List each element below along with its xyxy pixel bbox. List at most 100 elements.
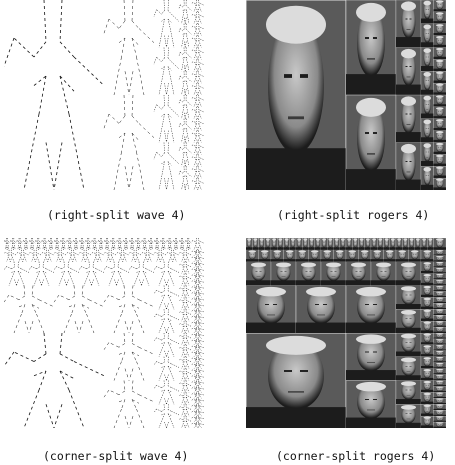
wave-stroke <box>72 258 74 262</box>
rogers-portrait-tile <box>283 238 290 251</box>
wave-stroke <box>191 262 193 265</box>
wave-stroke <box>29 240 32 242</box>
wave-stroke <box>114 245 116 250</box>
wave-stroke <box>86 266 90 270</box>
wave-stroke <box>36 245 38 250</box>
wave-stroke <box>161 242 164 244</box>
rogers-portrait-tile <box>289 238 297 251</box>
wave-stroke <box>183 325 185 329</box>
wave-stroke <box>196 420 198 423</box>
wave-stroke <box>131 37 137 58</box>
wave-stroke <box>197 68 199 72</box>
wave-stroke <box>78 266 82 271</box>
rogers-portrait-tile <box>420 320 434 334</box>
wave-stroke <box>131 351 137 362</box>
wave-stroke <box>63 246 65 250</box>
wave-stroke <box>153 104 157 112</box>
wave-stroke <box>198 52 201 54</box>
rogers-portrait-tile <box>420 261 434 274</box>
wave-stroke <box>117 245 119 250</box>
wave-stroke <box>186 292 190 298</box>
wave-stroke <box>4 37 15 67</box>
wave-tile <box>178 321 192 334</box>
wave-stroke <box>170 418 175 428</box>
wave-stroke <box>151 240 153 242</box>
wave-stroke <box>198 170 201 173</box>
wave-tile <box>191 106 204 119</box>
wave-stroke <box>141 252 143 255</box>
wave-stroke <box>193 413 197 417</box>
wave-tile <box>4 0 105 190</box>
rogers-portrait-tile <box>345 261 372 286</box>
wave-stroke <box>36 271 40 273</box>
rogers-portrait-tile <box>395 285 422 310</box>
wave-stroke <box>164 421 167 428</box>
wave-stroke <box>199 324 202 328</box>
wave-stroke <box>186 132 190 143</box>
wave-stroke <box>185 276 188 278</box>
wave-stroke <box>35 254 38 258</box>
wave-stroke <box>183 349 185 353</box>
wave-stroke <box>184 294 186 298</box>
wave-stroke <box>192 37 196 40</box>
wave-stroke <box>116 240 118 243</box>
wave-stroke <box>182 252 185 254</box>
wave-stroke <box>110 258 112 262</box>
wave-tile <box>41 249 55 262</box>
wave-stroke <box>8 254 10 258</box>
wave-stroke <box>196 307 198 310</box>
wave-stroke <box>193 425 197 428</box>
wave-stroke <box>185 104 188 107</box>
wave-tile <box>4 332 105 428</box>
wave-stroke <box>42 245 44 250</box>
wave-stroke <box>161 413 165 416</box>
rogers-portrait-tile <box>389 238 397 251</box>
wave-stroke <box>182 325 185 327</box>
wave-stroke <box>160 240 163 242</box>
wave-stroke <box>200 257 204 259</box>
wave-stroke <box>93 242 95 244</box>
wave-stroke <box>185 318 187 322</box>
wave-stroke <box>86 313 95 334</box>
wave-stroke <box>181 280 184 286</box>
rogers-portrait-tile <box>395 309 422 334</box>
wave-stroke <box>191 310 193 312</box>
wave-stroke <box>17 271 21 277</box>
wave-stroke <box>123 332 126 344</box>
wave-stroke <box>17 245 19 250</box>
wave-stroke <box>182 335 185 337</box>
wave-stroke <box>200 364 204 366</box>
rogers-portrait-tile <box>433 130 446 143</box>
wave-stroke <box>196 426 198 428</box>
wave-stroke <box>10 258 12 262</box>
wave-stroke <box>94 242 97 244</box>
wave-stroke <box>180 263 183 266</box>
wave-stroke <box>195 182 197 186</box>
rogers-portrait-tile <box>302 238 309 251</box>
wave-stroke <box>51 241 55 244</box>
wave-stroke <box>178 147 181 151</box>
wave-stroke <box>191 363 193 365</box>
wave-stroke <box>57 252 60 254</box>
wave-stroke <box>162 18 165 29</box>
wave-stroke <box>182 76 185 79</box>
wave-stroke <box>153 56 157 65</box>
wave-stroke <box>185 128 188 134</box>
wave-stroke <box>178 263 181 267</box>
wave-stroke <box>185 56 188 60</box>
rogers-portrait-tile <box>420 332 434 346</box>
wave-stroke <box>185 9 188 15</box>
wave-tile <box>178 344 192 357</box>
wave-stroke <box>166 240 168 243</box>
wave-stroke <box>195 64 197 67</box>
wave-tile <box>191 23 204 36</box>
wave-stroke <box>142 245 144 250</box>
wave-stroke <box>188 240 190 242</box>
wave-stroke <box>197 325 199 328</box>
wave-stroke <box>200 376 204 378</box>
wave-stroke <box>191 240 193 243</box>
wave-stroke <box>67 245 69 250</box>
wave-stroke <box>184 89 186 96</box>
wave-stroke <box>196 151 198 155</box>
wave-stroke <box>111 266 115 270</box>
